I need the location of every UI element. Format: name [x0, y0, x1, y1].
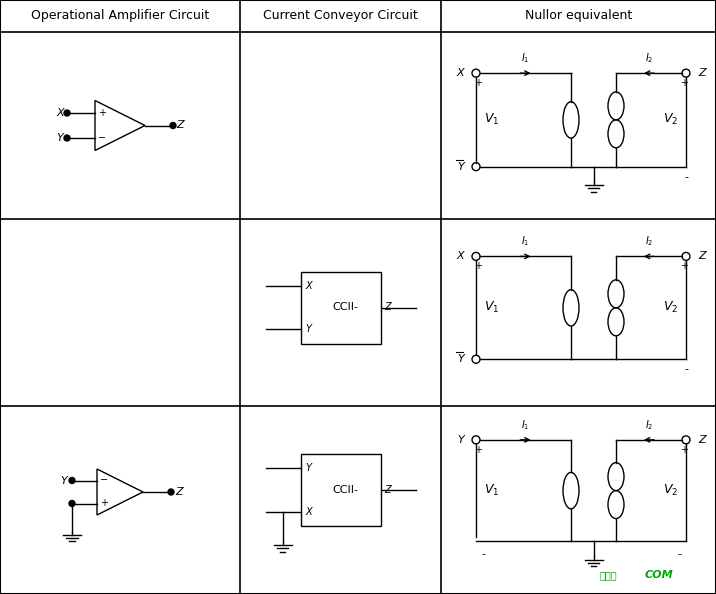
Text: +: + — [474, 445, 482, 455]
Text: $I_1$: $I_1$ — [521, 418, 530, 432]
Text: $I_1$: $I_1$ — [521, 51, 530, 65]
Text: Current Conveyor Circuit: Current Conveyor Circuit — [263, 10, 418, 23]
Circle shape — [69, 501, 75, 507]
Text: X: X — [306, 507, 312, 517]
Text: $I_2$: $I_2$ — [645, 51, 653, 65]
Text: COM: COM — [645, 570, 674, 580]
Circle shape — [69, 478, 75, 484]
Text: $I_2$: $I_2$ — [645, 418, 653, 432]
Text: Z: Z — [698, 435, 706, 445]
Text: $V_2$: $V_2$ — [663, 301, 678, 315]
Text: $V_1$: $V_1$ — [484, 112, 499, 128]
Text: +: + — [98, 108, 106, 118]
Text: Y: Y — [57, 133, 64, 143]
Circle shape — [168, 489, 174, 495]
Text: Y: Y — [306, 463, 311, 473]
Text: CCII-: CCII- — [332, 302, 359, 312]
Text: Operational Amplifier Circuit: Operational Amplifier Circuit — [31, 10, 209, 23]
Text: +: + — [680, 445, 688, 455]
Text: $V_1$: $V_1$ — [484, 483, 499, 498]
Text: $V_2$: $V_2$ — [663, 483, 678, 498]
Text: Y: Y — [458, 162, 464, 172]
Text: -: - — [684, 172, 688, 182]
Text: Y: Y — [306, 324, 311, 334]
Text: +: + — [474, 261, 482, 271]
Text: X: X — [456, 68, 464, 78]
Text: -: - — [677, 549, 681, 560]
Bar — [301, 271, 380, 343]
Text: −: − — [98, 133, 106, 143]
Text: −: − — [100, 476, 108, 485]
Text: Z: Z — [176, 121, 184, 131]
Text: 接线图: 接线图 — [600, 570, 618, 580]
Text: $I_1$: $I_1$ — [521, 235, 530, 248]
Text: +: + — [100, 498, 108, 508]
Bar — [301, 454, 380, 526]
Text: Z: Z — [698, 68, 706, 78]
Text: Y: Y — [458, 354, 464, 364]
Text: X: X — [56, 108, 64, 118]
Text: Y: Y — [458, 435, 464, 445]
Text: $I_2$: $I_2$ — [645, 235, 653, 248]
Text: +: + — [680, 78, 688, 88]
Text: -: - — [481, 549, 485, 560]
Text: Z: Z — [384, 302, 391, 312]
Text: -: - — [684, 364, 688, 374]
Text: $V_2$: $V_2$ — [663, 112, 678, 128]
Text: Nullor equivalent: Nullor equivalent — [525, 10, 632, 23]
Text: X: X — [456, 251, 464, 261]
Text: Y: Y — [61, 476, 67, 485]
Circle shape — [170, 122, 176, 128]
Text: Z: Z — [698, 251, 706, 261]
Text: Z: Z — [175, 487, 183, 497]
Circle shape — [64, 110, 70, 116]
Text: +: + — [474, 78, 482, 88]
Circle shape — [64, 135, 70, 141]
Text: Z: Z — [384, 485, 391, 495]
Text: CCII-: CCII- — [332, 485, 359, 495]
Text: $V_1$: $V_1$ — [484, 301, 499, 315]
Text: +: + — [680, 261, 688, 271]
Text: X: X — [306, 281, 312, 291]
